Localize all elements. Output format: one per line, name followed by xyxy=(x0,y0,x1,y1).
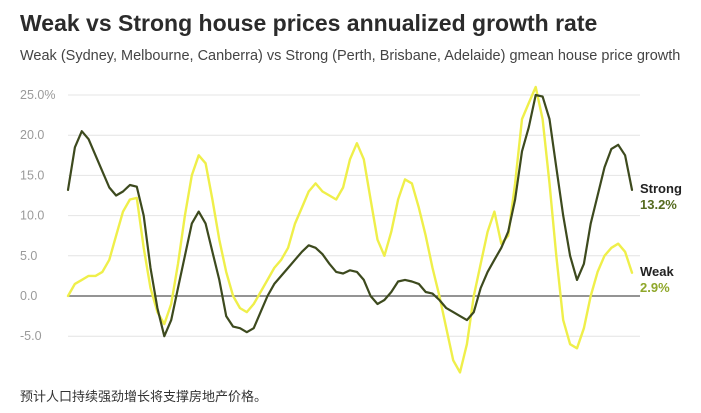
series-lines xyxy=(66,85,634,374)
y-axis-ticks: -5.0 0.0 5.0 10.0 15.0 20.0 25.0% xyxy=(20,88,55,343)
end-label-weak-name: Weak xyxy=(640,264,674,279)
y-tick-label: 5.0 xyxy=(20,249,37,263)
end-label-weak-value: 2.9% xyxy=(640,280,670,295)
y-tick-label: 20.0 xyxy=(20,128,44,142)
y-tick-label: 15.0 xyxy=(20,168,44,182)
chart-subtitle: Weak (Sydney, Melbourne, Canberra) vs St… xyxy=(20,48,681,64)
end-label-strong-name: Strong xyxy=(640,181,682,196)
caption: 预计人口持续强劲增长将支撑房地产价格。 xyxy=(20,389,268,404)
y-tick-label: 0.0 xyxy=(20,289,37,303)
y-tick-label: 10.0 xyxy=(20,209,44,223)
series-line-weak xyxy=(66,85,634,374)
series-line-strong xyxy=(66,93,634,338)
y-tick-label: 25.0% xyxy=(20,88,55,102)
chart-title: Weak vs Strong house prices annualized g… xyxy=(20,10,598,36)
y-tick-label: -5.0 xyxy=(20,329,42,343)
gridlines xyxy=(68,94,640,337)
end-label-strong-value: 13.2% xyxy=(640,197,677,212)
